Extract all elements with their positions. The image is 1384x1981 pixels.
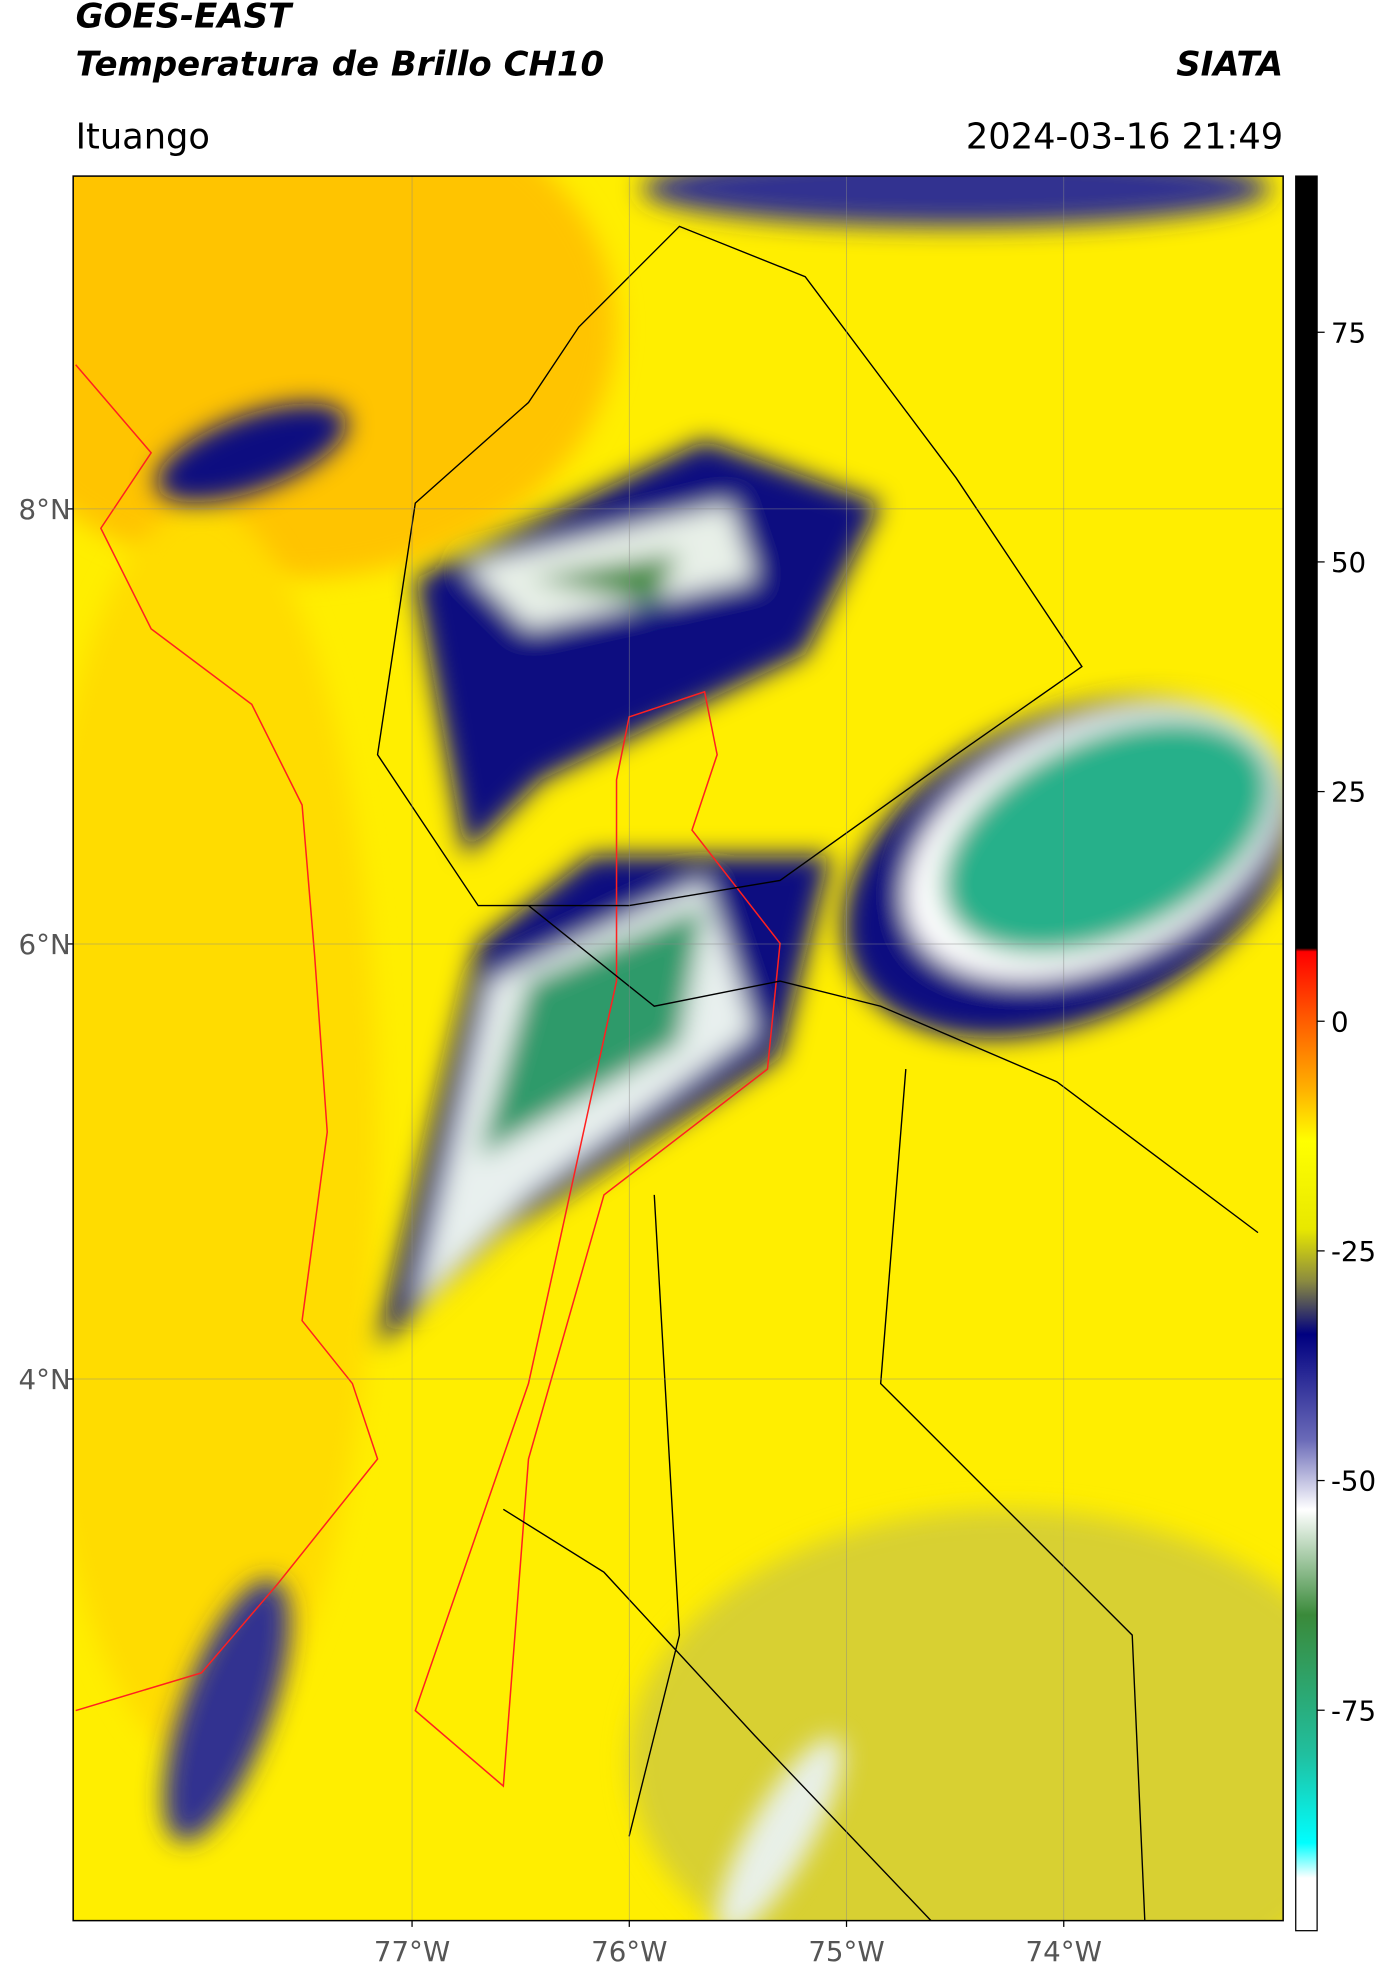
colorbar <box>1295 175 1318 1932</box>
title: GOES-EAST <box>76 0 294 37</box>
x-tick-label: 76°W <box>591 1935 667 1968</box>
region: Ituango <box>76 116 210 157</box>
colorbar-tick-label: 75 <box>1331 316 1366 349</box>
agency: SIATA <box>1176 44 1283 84</box>
colorbar-tick-label: 0 <box>1331 1005 1349 1038</box>
subtitle: Temperatura de Brillo CH10 <box>76 44 604 84</box>
colorbar-tick-label: 50 <box>1331 546 1366 579</box>
graticule <box>73 176 1284 1921</box>
x-tick-label: 74°W <box>1026 1935 1102 1968</box>
y-tick-label: 6°N <box>19 928 71 961</box>
map-frame <box>72 175 1284 1922</box>
y-tick-label: 4°N <box>19 1363 71 1396</box>
colorbar-tick-label: -25 <box>1331 1235 1376 1268</box>
y-tick-label: 8°N <box>19 493 71 526</box>
colorbar-tick-label: 25 <box>1331 776 1366 809</box>
satellite-image <box>73 176 1284 1921</box>
x-tick-label: 75°W <box>808 1935 884 1968</box>
colorbar-tick-label: -50 <box>1331 1465 1376 1498</box>
colorbar-tick-label: -75 <box>1331 1694 1376 1727</box>
x-tick-label: 77°W <box>374 1935 450 1968</box>
datetime: 2024-03-16 21:49 <box>966 116 1283 157</box>
